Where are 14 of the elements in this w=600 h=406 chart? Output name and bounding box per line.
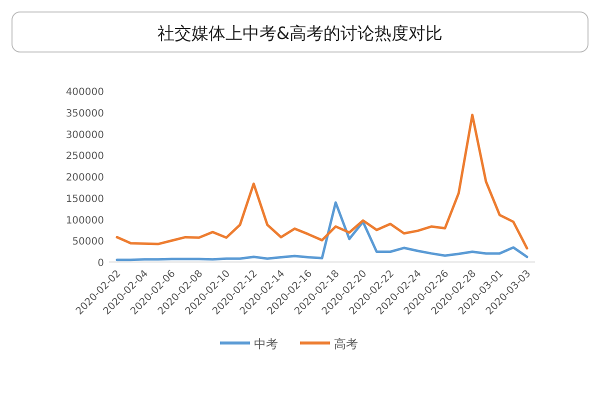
- line-series: [116, 114, 528, 250]
- y-tick-label: 300000: [66, 130, 104, 141]
- chart-title: 社交媒体上中考&高考的讨论热度对比: [157, 24, 443, 44]
- y-tick-label: 150000: [66, 194, 104, 205]
- y-tick-label: 100000: [66, 215, 104, 226]
- y-tick-label: 400000: [66, 87, 104, 98]
- y-tick-label: 50000: [72, 236, 104, 248]
- line-series: [116, 201, 528, 262]
- y-tick-label: 250000: [66, 151, 104, 162]
- y-tick-label: 200000: [66, 172, 104, 184]
- legend-label: 中考: [254, 337, 278, 351]
- y-tick-label: 350000: [66, 108, 104, 120]
- y-tick-label: 0: [98, 258, 104, 269]
- legend-label: 高考: [334, 337, 358, 351]
